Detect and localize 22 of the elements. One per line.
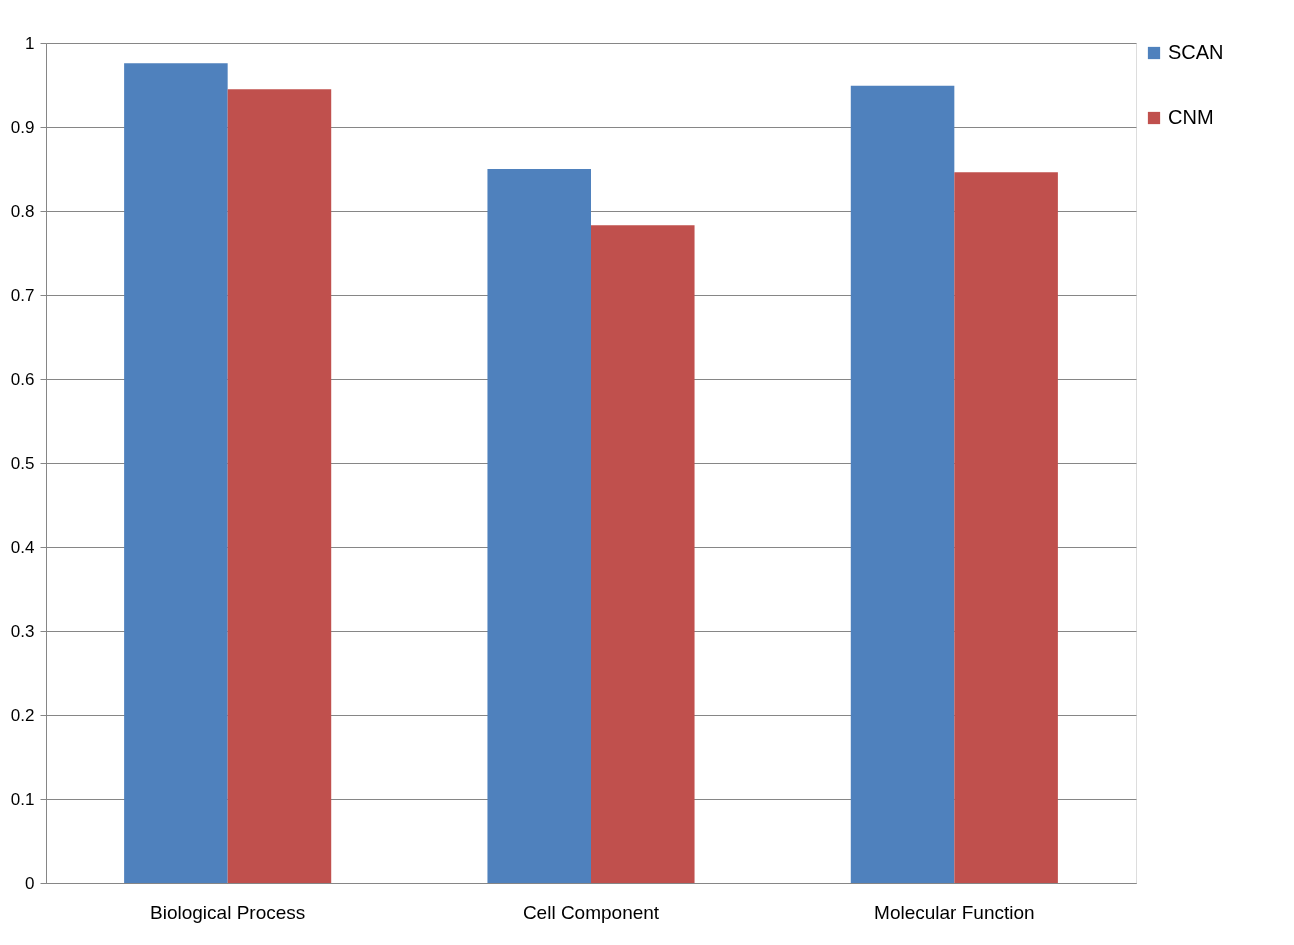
y-tick-label: 0.8 — [10, 201, 35, 221]
x-tick-label: Cell Component — [522, 901, 660, 923]
legend-label: SCAN — [1168, 41, 1224, 63]
x-tick-label: Molecular Function — [874, 901, 1035, 923]
y-tick-label: 0.9 — [10, 117, 35, 137]
y-tick-label: 0.7 — [10, 285, 35, 305]
y-tick-label: 1 — [25, 33, 35, 53]
bar — [487, 169, 591, 883]
y-tick-label: 0.4 — [10, 537, 35, 557]
y-tick-label: 0.3 — [10, 621, 35, 641]
bar — [591, 225, 695, 883]
legend-label: CNM — [1168, 106, 1214, 128]
x-tick-label: Biological Process — [150, 901, 306, 923]
bar — [227, 89, 332, 883]
y-tick-label: 0.5 — [10, 453, 35, 473]
y-tick-label: 0.6 — [10, 369, 35, 389]
y-tick-label: 0.2 — [10, 705, 35, 725]
bar — [850, 85, 955, 883]
bar — [954, 172, 1058, 883]
y-tick-label: 0.1 — [10, 789, 35, 809]
y-tick-label: 0 — [25, 873, 35, 893]
bar — [124, 63, 228, 883]
